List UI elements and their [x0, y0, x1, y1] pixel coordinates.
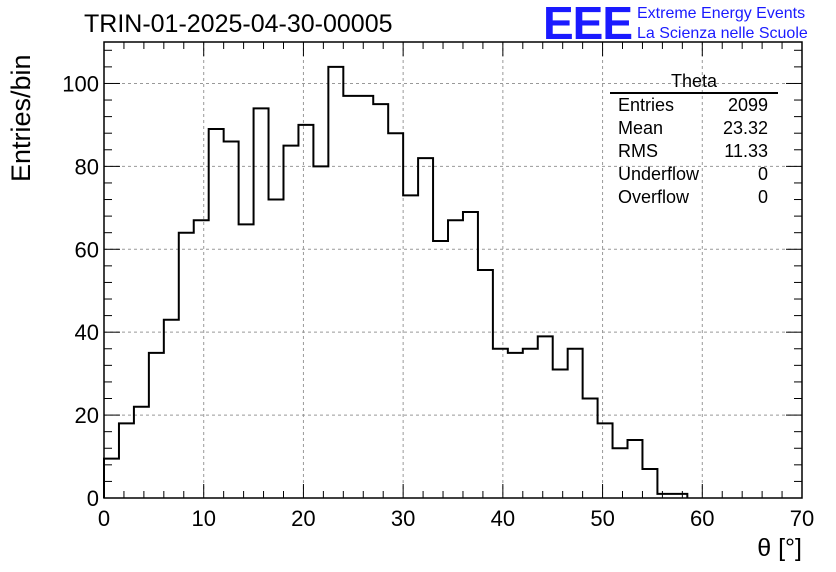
- histogram-bin: [134, 407, 149, 498]
- histogram-bin: [179, 233, 194, 498]
- histogram-bin: [358, 96, 373, 498]
- histogram-outline: [103, 65, 689, 498]
- histogram-bin: [164, 320, 179, 498]
- histogram-bin: [448, 220, 463, 498]
- histogram-bin: [283, 146, 298, 498]
- histogram-bin: [508, 353, 523, 498]
- stats-value: 11.33: [724, 141, 768, 161]
- y-tick-label: 100: [62, 71, 99, 96]
- stats-row-mean: Mean 23.32: [610, 117, 778, 140]
- x-axis-label: θ [°]: [757, 534, 802, 562]
- histogram-bin: [298, 125, 313, 498]
- histogram-bin: [568, 349, 583, 498]
- logo-text-line2: La Scienza nelle Scuole: [637, 25, 808, 42]
- logo-text-line1: Extreme Energy Events: [637, 5, 806, 22]
- histogram-bin: [224, 141, 239, 498]
- histogram-bin: [478, 270, 493, 498]
- x-tick-label: 60: [690, 506, 714, 531]
- stats-row-rms: RMS 11.33: [610, 140, 778, 163]
- histogram-bin: [613, 448, 628, 498]
- histogram-bin: [254, 108, 269, 498]
- stats-label: Underflow: [618, 164, 700, 184]
- histogram-bin: [538, 336, 553, 498]
- stats-label: Mean: [618, 118, 664, 138]
- x-tick-label: 20: [291, 506, 315, 531]
- y-tick-label: 20: [75, 403, 99, 428]
- histogram-bin: [119, 423, 134, 498]
- chart-title: TRIN-01-2025-04-30-00005: [84, 10, 393, 38]
- histogram-bin: [194, 220, 209, 498]
- histogram-bin: [493, 349, 508, 498]
- x-tick-label: 10: [191, 506, 215, 531]
- histogram-bin: [642, 469, 657, 498]
- histogram-bin: [269, 200, 284, 498]
- stats-value: 23.32: [722, 118, 768, 138]
- histogram-bin: [553, 369, 568, 498]
- stats-label: Overflow: [618, 187, 690, 207]
- stats-row-overflow: Overflow 0: [610, 186, 778, 209]
- histogram-bin: [239, 224, 254, 498]
- histogram-bin: [523, 349, 538, 498]
- y-axis-label: Entries/bin: [6, 54, 36, 182]
- histogram-bin: [583, 399, 598, 498]
- histogram-bin: [343, 96, 358, 498]
- histogram-bin: [388, 133, 403, 498]
- stats-value: 0: [757, 187, 768, 207]
- histogram-bin: [433, 241, 448, 498]
- eee-logo: EEE: [543, 0, 633, 49]
- x-tick-label: 70: [790, 506, 814, 531]
- y-tick-label: 60: [75, 237, 99, 262]
- histogram-bin: [149, 353, 164, 498]
- stats-label: Entries: [618, 95, 675, 115]
- stats-box: Theta Entries 2099 Mean 23.32 RMS 11.33 …: [610, 71, 778, 209]
- histogram-bin: [418, 158, 433, 498]
- plot-frame: [103, 41, 803, 499]
- histogram-bin: [373, 104, 388, 498]
- histogram-bin: [403, 195, 418, 498]
- stats-title: Theta: [610, 71, 778, 94]
- stats-row-underflow: Underflow 0: [610, 163, 778, 186]
- x-tick-label: 30: [391, 506, 415, 531]
- histogram-bin: [209, 129, 224, 498]
- x-tick-label: 0: [98, 506, 110, 531]
- histogram-bin: [463, 212, 478, 498]
- x-tick-label: 40: [491, 506, 515, 531]
- y-tick-label: 40: [75, 320, 99, 345]
- histogram-bin: [598, 423, 613, 498]
- stats-label: RMS: [618, 141, 658, 161]
- stats-value: 2099: [727, 95, 768, 115]
- stats-row-entries: Entries 2099: [610, 94, 778, 117]
- x-tick-label: 50: [590, 506, 614, 531]
- histogram-bin: [328, 67, 343, 498]
- y-tick-label: 80: [75, 154, 99, 179]
- stats-value: 0: [757, 164, 768, 184]
- y-tick-label: 0: [87, 486, 99, 511]
- histogram-bin: [313, 166, 328, 498]
- histogram-bin: [628, 440, 643, 498]
